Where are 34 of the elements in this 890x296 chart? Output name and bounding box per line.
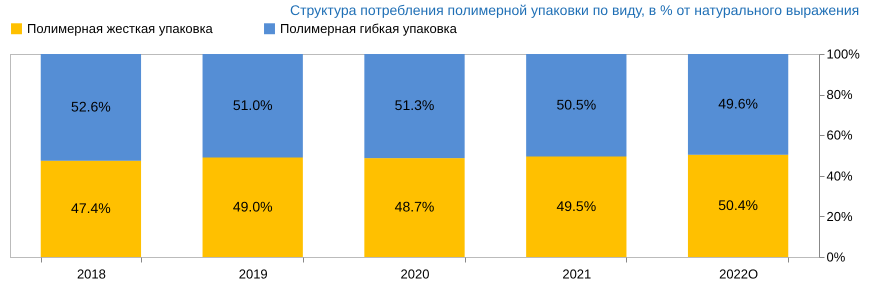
y-tick-label: 80% — [826, 87, 853, 102]
data-label: 49.6% — [718, 95, 758, 112]
data-label: 51.3% — [394, 97, 434, 114]
y-tick-label: 100% — [826, 46, 860, 62]
bar — [40, 160, 142, 257]
x-tick-label: 2020 — [400, 266, 430, 282]
bar — [202, 158, 303, 257]
y-tick-label: 40% — [826, 168, 853, 184]
chart-title: Структура потребления полимерной упаковки по виду, в % от натурального выражения — [290, 2, 860, 18]
legend-label: Полимерная жесткая упаковка — [27, 20, 214, 36]
x-tick-label: 2021 — [562, 266, 592, 282]
bar — [526, 156, 626, 257]
data-label: 50.5% — [556, 96, 596, 112]
x-tick-label: 2022О — [719, 266, 758, 282]
legend-label: Полимерная гибкая упаковка — [280, 20, 458, 36]
y-tick-label: 0% — [826, 250, 846, 264]
data-label: 49.5% — [556, 198, 596, 214]
bar — [526, 54, 626, 157]
bar — [364, 54, 465, 158]
bar — [202, 54, 303, 158]
x-tick-label: 2018 — [76, 266, 106, 282]
data-label: 51.0% — [232, 96, 273, 113]
data-label: 49.0% — [232, 198, 273, 214]
data-label: 50.4% — [718, 196, 758, 213]
x-tick-label: 2019 — [238, 266, 268, 282]
y-tick-label: 20% — [826, 208, 853, 224]
data-label: 52.6% — [71, 98, 111, 114]
bar — [688, 154, 788, 257]
bar — [364, 158, 465, 257]
y-tick-label: 60% — [826, 128, 853, 143]
data-label: 47.4% — [71, 200, 111, 216]
bar — [688, 54, 788, 155]
bar — [40, 54, 142, 161]
data-label: 48.7% — [394, 198, 434, 215]
